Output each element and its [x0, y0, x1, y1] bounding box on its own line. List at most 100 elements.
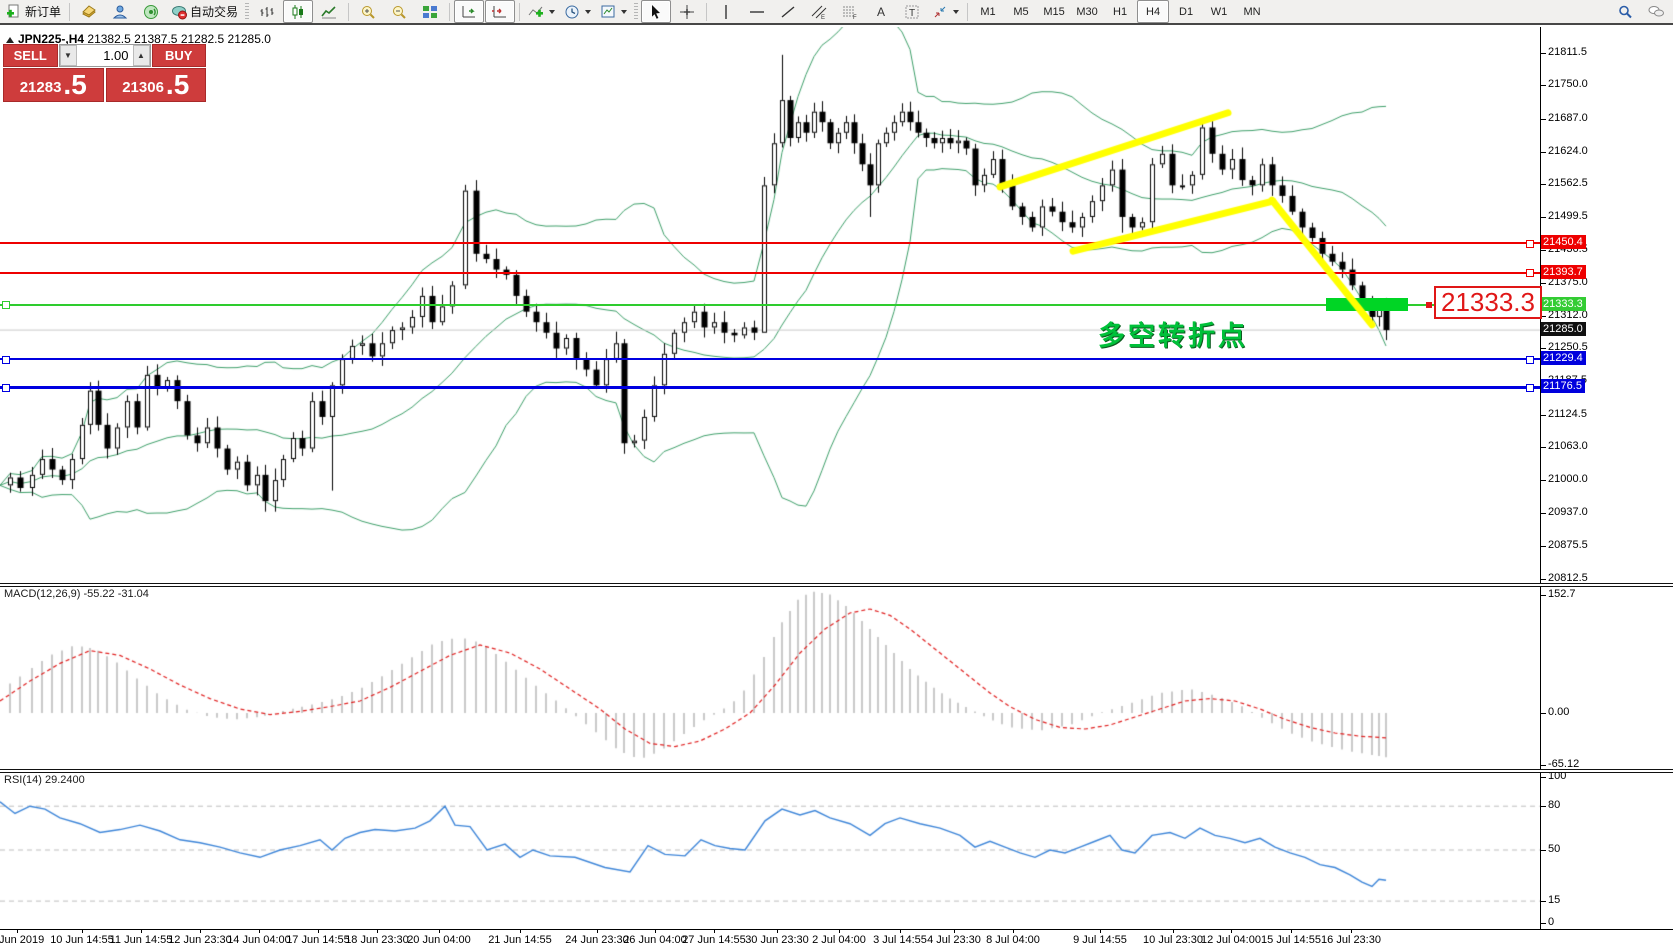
arrows-button[interactable] — [928, 0, 963, 23]
collapse-panel-icon[interactable] — [6, 37, 14, 43]
time-axis-label[interactable]: 10 Jun 14:55 — [50, 934, 114, 946]
time-axis-label[interactable]: 2 Jul 04:00 — [812, 934, 866, 946]
highlight-bar[interactable] — [1326, 298, 1408, 312]
one-click-trading-panel: SELL ▼ ▲ BUY 21283 .5 21306 .5 — [3, 44, 206, 102]
hline-21176.5[interactable] — [0, 385, 1540, 389]
tile-windows-button[interactable] — [415, 0, 445, 23]
chat-icon[interactable] — [1641, 0, 1671, 23]
time-axis-label[interactable]: 18 Jun 23:30 — [345, 934, 409, 946]
time-axis-label[interactable]: 14 Jun 04:00 — [227, 934, 291, 946]
toolbar-grip[interactable] — [245, 2, 250, 21]
line-endpoint-marker[interactable] — [2, 383, 10, 392]
hline-21333.3[interactable] — [0, 303, 1540, 306]
time-axis-label[interactable]: 9 Jul 14:55 — [1073, 934, 1127, 946]
sell-quote[interactable]: 21283 .5 — [3, 68, 104, 102]
hline-21229.4[interactable] — [0, 358, 1540, 361]
chevron-down-icon[interactable] — [621, 9, 628, 14]
time-axis-label[interactable]: 12 Jul 04:00 — [1201, 934, 1261, 946]
line-endpoint-marker[interactable] — [2, 301, 10, 310]
timeframe-mn-button[interactable]: MN — [1243, 5, 1261, 18]
fibonacci-button[interactable]: F — [835, 0, 865, 23]
bar-chart-button[interactable] — [252, 0, 282, 23]
chart-shift-button[interactable] — [485, 0, 516, 23]
data-window-button[interactable] — [105, 0, 135, 23]
time-axis-label[interactable]: 11 Jun 14:55 — [109, 934, 173, 946]
new-order-button[interactable]: 新订单 — [2, 0, 65, 23]
volume-input[interactable] — [76, 45, 133, 66]
time-axis-label[interactable]: 8 Jul 04:00 — [986, 934, 1040, 946]
main-toolbar: 新订单 自动交易 E F A T M1 M5 M15 M30 H1 H4 D1 W1 MN — [0, 0, 1673, 25]
line-endpoint-marker[interactable] — [2, 355, 10, 364]
line-endpoint-marker[interactable] — [1526, 355, 1534, 364]
time-axis-label[interactable]: 15 Jul 14:55 — [1261, 934, 1321, 946]
indicators-button[interactable] — [524, 0, 559, 23]
time-axis-label[interactable]: 16 Jul 23:30 — [1321, 934, 1381, 946]
time-axis-label[interactable]: 27 Jun 14:55 — [682, 934, 746, 946]
cursor-button[interactable] — [641, 0, 672, 23]
price-callout-label[interactable]: 21333.3 — [1434, 286, 1542, 319]
text-button[interactable]: A — [866, 0, 896, 23]
signal-button[interactable] — [136, 0, 166, 23]
line-endpoint-marker[interactable] — [1526, 239, 1534, 248]
time-axis-label[interactable]: 20 Jun 04:00 — [407, 934, 471, 946]
zoomout-icon — [391, 4, 407, 20]
vertical-line-button[interactable] — [711, 0, 741, 23]
time-axis-label[interactable]: 21 Jun 14:55 — [488, 934, 552, 946]
price-tick-label: 20812.5 — [1541, 572, 1588, 584]
templates-button[interactable] — [596, 0, 631, 23]
timeframe-h4-button[interactable]: H4 — [1137, 0, 1170, 23]
sell-button[interactable]: SELL — [3, 44, 58, 67]
trend-lines-canvas[interactable] — [0, 27, 1673, 950]
search-icon[interactable] — [1610, 0, 1640, 23]
timeframe-d1-button[interactable]: D1 — [1179, 5, 1194, 18]
chart-window[interactable]: JPN225-,H4 21382.5 21387.5 21282.5 21285… — [0, 27, 1673, 950]
textT-icon: T — [904, 4, 920, 20]
callout-anchor-marker[interactable] — [1426, 301, 1432, 308]
time-axis-label[interactable]: 4 Jul 23:30 — [927, 934, 981, 946]
time-axis-label[interactable]: 12 Jun 23:30 — [168, 934, 232, 946]
timeframe-w1-button[interactable]: W1 — [1210, 5, 1228, 18]
time-axis-label[interactable]: 10 Jul 23:30 — [1143, 934, 1203, 946]
volume-down-button[interactable]: ▼ — [59, 45, 77, 66]
autotrade-button[interactable]: 自动交易 — [167, 0, 242, 23]
buy-quote[interactable]: 21306 .5 — [105, 68, 206, 102]
crosshair-button[interactable] — [672, 0, 702, 23]
zoom-in-button[interactable] — [353, 0, 383, 23]
chevron-down-icon[interactable] — [549, 9, 556, 14]
line-chart-button[interactable] — [314, 0, 344, 23]
line-endpoint-marker[interactable] — [1526, 269, 1534, 278]
toolbar-grip[interactable] — [634, 2, 639, 21]
trendline-button[interactable] — [773, 0, 803, 23]
sell-price-frac: .5 — [63, 69, 87, 100]
time-axis-label[interactable]: 7 Jun 2019 — [0, 934, 45, 946]
chevron-down-icon[interactable] — [953, 9, 960, 14]
time-axis-label[interactable]: 3 Jul 14:55 — [873, 934, 927, 946]
timeframe-m5-button[interactable]: M5 — [1013, 5, 1029, 18]
line-endpoint-marker[interactable] — [1526, 383, 1534, 392]
macd-pane-separator[interactable] — [0, 583, 1673, 587]
candlestick-chart-button[interactable] — [283, 0, 314, 23]
channel-button[interactable]: E — [804, 0, 834, 23]
buy-button[interactable]: BUY — [151, 44, 206, 67]
rsi-pane-separator[interactable] — [0, 769, 1673, 773]
auto-scroll-button[interactable] — [454, 0, 485, 23]
hline-21393.7[interactable] — [0, 271, 1540, 274]
chevron-down-icon[interactable] — [585, 9, 592, 14]
hline-21450.4[interactable] — [0, 242, 1540, 245]
annotation-text[interactable]: 多空转折点 — [1098, 321, 1248, 351]
text-label-button[interactable]: T — [897, 0, 927, 23]
time-axis-label[interactable]: 26 Jun 04:00 — [623, 934, 687, 946]
market-watch-button[interactable] — [74, 0, 104, 23]
timeframe-m1-button[interactable]: M1 — [980, 5, 996, 18]
timeframe-h1-button[interactable]: H1 — [1113, 5, 1128, 18]
time-axis-label[interactable]: 24 Jun 23:30 — [565, 934, 629, 946]
timeframe-m30-button[interactable]: M30 — [1076, 5, 1098, 18]
horizontal-line-button[interactable] — [742, 0, 772, 23]
volume-up-button[interactable]: ▲ — [132, 45, 150, 66]
zoom-out-button[interactable] — [384, 0, 414, 23]
periods-button[interactable] — [560, 0, 595, 23]
time-axis-label[interactable]: 17 Jun 14:55 — [286, 934, 350, 946]
timeframe-m15-button[interactable]: M15 — [1043, 5, 1065, 18]
main-chart-canvas[interactable] — [0, 27, 1673, 950]
time-axis-label[interactable]: 30 Jun 23:30 — [745, 934, 809, 946]
